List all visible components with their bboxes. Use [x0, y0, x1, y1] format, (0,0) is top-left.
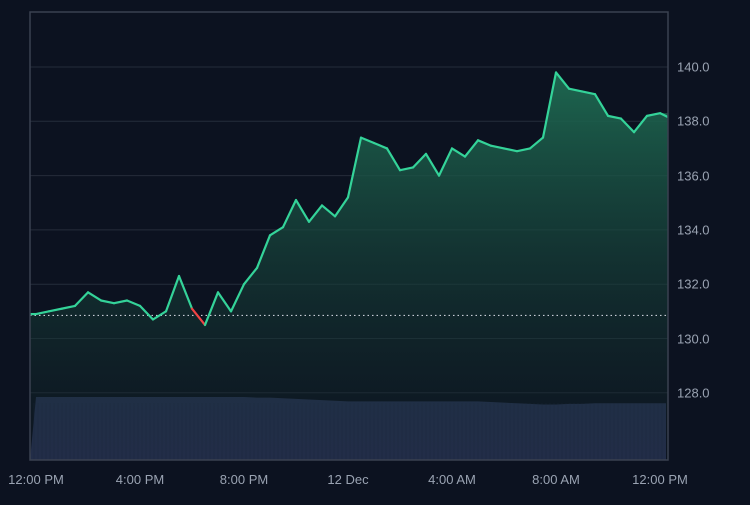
x-tick-label: 8:00 AM	[532, 472, 580, 487]
x-tick-label: 4:00 PM	[115, 472, 165, 487]
x-tick-label: 4:00 AM	[428, 472, 476, 487]
y-tick-label: 130.0	[677, 331, 710, 346]
x-tick-label: 12 Dec	[327, 472, 369, 487]
x-tick-label: 12:00 PM	[632, 472, 688, 487]
y-tick-label: 136.0	[677, 168, 710, 184]
price-line	[30, 71, 668, 327]
y-tick-label: 128.0	[677, 385, 710, 401]
y-tick-label: 132.0	[677, 276, 710, 292]
y-tick-label: 140.0	[677, 59, 710, 75]
plot-frame	[29, 11, 669, 461]
y-tick-label: 134.0	[677, 222, 710, 238]
y-tick-label: 138.0	[677, 113, 710, 129]
price-area-fill	[30, 72, 668, 460]
x-tick-label: 12:00 PM	[8, 472, 64, 487]
x-tick-label: 8:00 PM	[219, 472, 269, 487]
